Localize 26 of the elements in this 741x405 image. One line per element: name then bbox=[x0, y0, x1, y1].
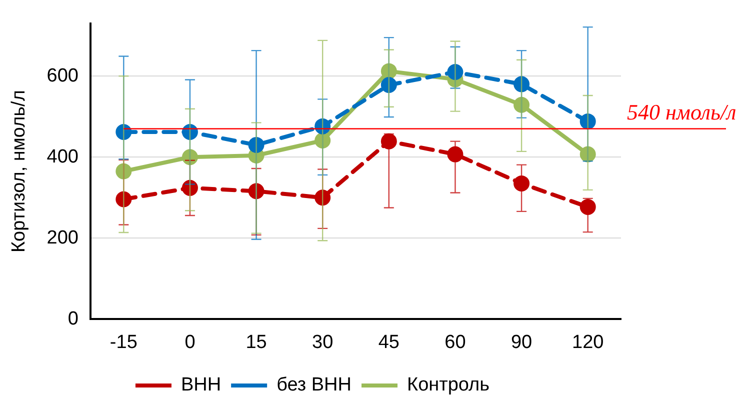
legend-label: ВНН bbox=[180, 374, 222, 396]
point bbox=[380, 63, 397, 80]
y-tick-label: 200 bbox=[46, 227, 78, 248]
point bbox=[447, 146, 464, 162]
x-tick-label: 60 bbox=[444, 332, 466, 353]
y-axis-title: Кортизол, нмоль/л bbox=[8, 90, 30, 253]
point bbox=[314, 132, 331, 149]
x-tick-label: 0 bbox=[184, 332, 196, 353]
point bbox=[514, 175, 530, 192]
y-tick-label: 400 bbox=[46, 146, 78, 168]
point bbox=[182, 149, 198, 166]
x-tick-label: 30 bbox=[312, 332, 334, 353]
x-tick-label: 45 bbox=[378, 332, 400, 353]
point bbox=[580, 198, 596, 215]
x-tick-label: 120 bbox=[572, 332, 604, 353]
legend-label: Контроль bbox=[407, 374, 490, 396]
point bbox=[514, 96, 530, 113]
x-tick-label: 15 bbox=[246, 332, 267, 353]
ref-line-label: 540 нмоль/л bbox=[627, 100, 736, 125]
y-tick-label: 0 bbox=[68, 308, 78, 330]
y-tick-label: 600 bbox=[46, 65, 78, 86]
legend-label: без ВНН bbox=[276, 374, 352, 396]
point bbox=[380, 133, 397, 150]
point bbox=[116, 163, 132, 180]
x-tick-label: -15 bbox=[110, 332, 138, 353]
x-tick-label: 90 bbox=[510, 332, 532, 353]
